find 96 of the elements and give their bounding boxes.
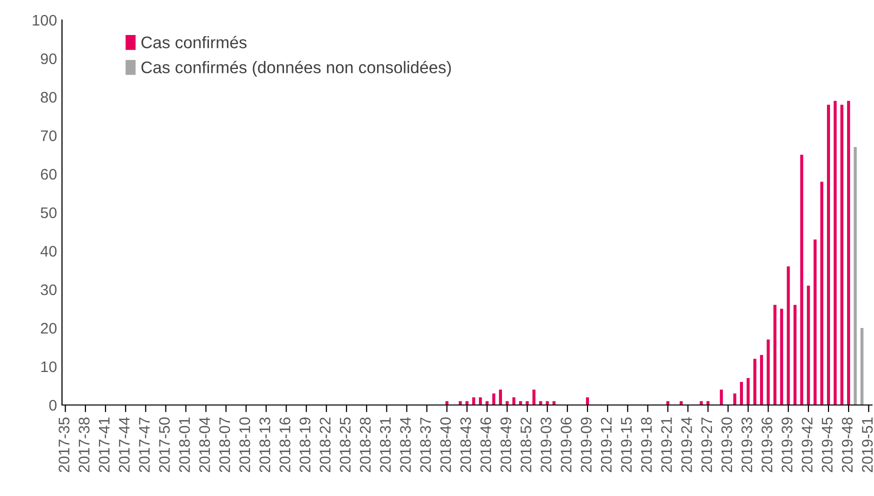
bar (552, 401, 556, 405)
bar (506, 401, 509, 405)
bar (706, 401, 710, 405)
bar (458, 401, 462, 405)
y-tick-label: 90 (40, 53, 57, 64)
bar (472, 397, 476, 405)
bar (445, 401, 448, 405)
x-tick-label: 2018-25 (340, 417, 351, 472)
y-tick-label: 20 (40, 322, 57, 334)
bar (794, 304, 797, 405)
x-tick-label: 2018-37 (420, 418, 431, 472)
x-tick-label: 2018-49 (500, 418, 512, 472)
x-tick-label: 2018-46 (480, 417, 492, 472)
bar (854, 147, 857, 405)
bar (840, 104, 844, 405)
x-tick-label: 2017-50 (159, 417, 170, 472)
x-tick-label: 2018-13 (259, 417, 270, 472)
bar (498, 390, 502, 405)
bar (786, 266, 790, 405)
x-tick-label: 2017-44 (118, 417, 130, 472)
y-tick-label: 0 (49, 400, 57, 411)
x-tick-label: 2018-01 (179, 418, 190, 472)
bar (720, 390, 723, 405)
x-tick-label: 2017-38 (78, 417, 90, 472)
x-tick-label: 2019-36 (762, 417, 772, 472)
x-tick-label: 2019-27 (701, 418, 712, 472)
legend-label: Cas confirmés (141, 36, 247, 48)
x-tick-label: 2019-03 (540, 417, 552, 472)
x-tick-label: 2018-22 (320, 418, 331, 472)
x-tick-label: 2018-28 (360, 417, 371, 472)
x-tick-label: 2019-42 (802, 418, 813, 472)
bar (847, 100, 850, 405)
bar (526, 401, 529, 405)
x-tick-label: 2017-41 (98, 418, 110, 472)
x-tick-label: 2019-21 (661, 418, 672, 472)
x-tick-label: 2018-31 (380, 418, 391, 472)
y-tick-label: 40 (40, 246, 57, 257)
bar (740, 382, 743, 405)
x-tick-label: 2019-30 (721, 417, 732, 472)
bar (519, 401, 522, 405)
bar (539, 401, 542, 405)
bar (780, 308, 784, 405)
bar (486, 401, 489, 405)
x-tick-label: 2019-06 (560, 417, 572, 472)
y-tick-label: 30 (40, 284, 57, 296)
x-tick-label: 2018-16 (280, 417, 290, 472)
bar (814, 239, 817, 405)
x-tick-label: 2018-43 (460, 417, 472, 472)
x-tick-label: 2019-18 (641, 417, 652, 472)
x-tick-label: 2018-52 (520, 418, 532, 472)
bar (700, 401, 703, 405)
x-tick-label: 2019-33 (741, 417, 752, 472)
bar (826, 104, 830, 405)
bar (773, 304, 776, 405)
bar (465, 401, 469, 405)
x-tick-label: 2017-35 (58, 417, 70, 472)
bar (766, 340, 770, 405)
bar (753, 358, 756, 405)
bar (492, 393, 496, 405)
bar (860, 328, 864, 405)
legend-label: Cas confirmés (données non consolidées) (141, 60, 451, 77)
y-tick-label: 100 (32, 14, 57, 26)
x-tick-label: 2017-47 (138, 418, 150, 472)
x-tick-label: 2019-51 (862, 418, 873, 472)
bar (820, 182, 824, 405)
x-tick-label: 2019-39 (782, 418, 792, 472)
x-tick-label: 2019-15 (620, 417, 632, 472)
bar (746, 378, 750, 405)
y-tick-label: 10 (41, 361, 57, 372)
x-tick-label: 2018-19 (300, 418, 310, 472)
y-tick-label: 80 (40, 92, 57, 103)
x-tick-label: 2018-34 (400, 417, 411, 472)
bar (806, 286, 810, 405)
bar (546, 401, 549, 405)
x-tick-label: 2018-10 (239, 417, 250, 472)
bar (532, 390, 536, 405)
x-tick-label: 2019-24 (681, 417, 692, 472)
bar (800, 154, 804, 405)
y-tick-label: 70 (40, 130, 57, 142)
bar (680, 401, 683, 405)
bar (586, 397, 589, 405)
x-tick-label: 2019-45 (822, 417, 833, 472)
y-tick-label: 60 (40, 168, 57, 180)
bar (512, 397, 516, 405)
bar (478, 397, 482, 405)
x-tick-label: 2019-09 (580, 418, 592, 472)
x-tick-label: 2019-48 (842, 417, 853, 472)
bar (733, 393, 736, 405)
x-tick-label: 2018-07 (219, 418, 230, 472)
x-tick-label: 2019-12 (600, 418, 612, 472)
y-tick-label: 50 (40, 207, 57, 218)
bar (760, 354, 764, 405)
bar (666, 401, 670, 405)
x-tick-label: 2018-04 (199, 417, 210, 472)
bar (834, 100, 837, 405)
x-tick-label: 2018-40 (440, 417, 452, 472)
